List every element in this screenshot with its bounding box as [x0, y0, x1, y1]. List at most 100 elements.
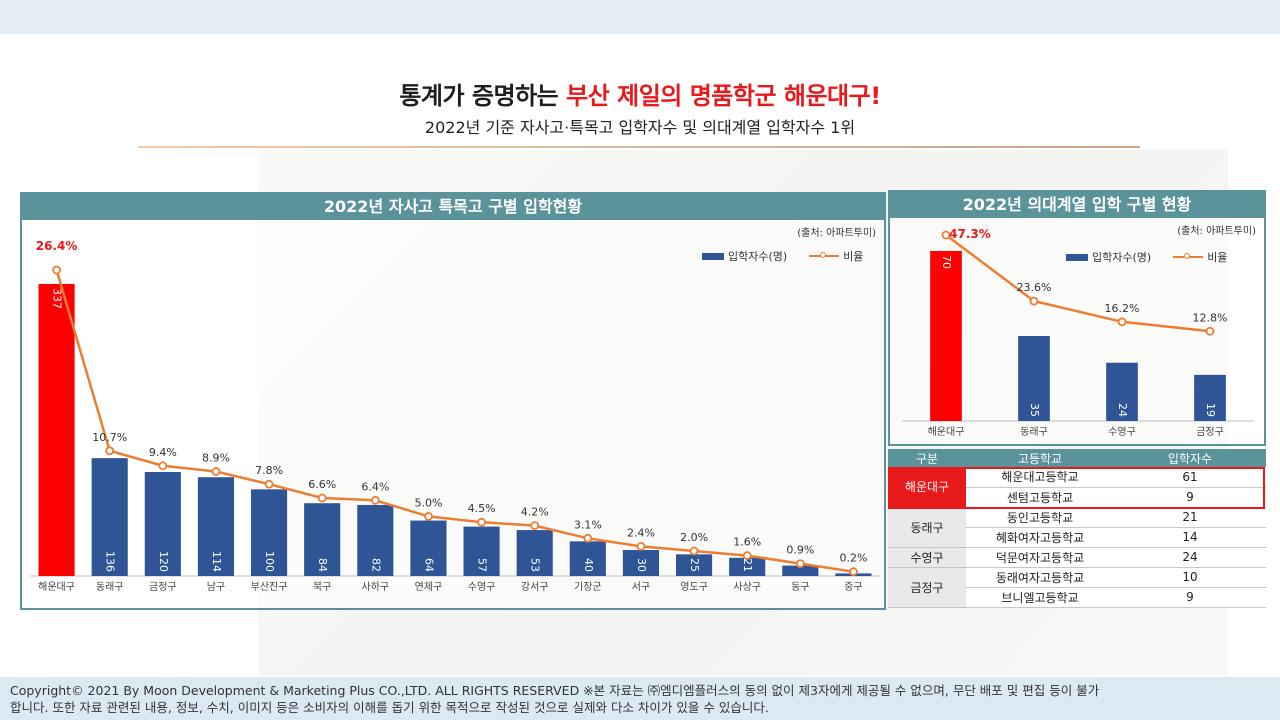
- bar: [622, 550, 659, 576]
- count-cell: 61: [1114, 467, 1266, 488]
- bar: [782, 565, 819, 576]
- category-label: 강서구: [521, 581, 549, 593]
- rate-label: 4.2%: [521, 506, 549, 519]
- category-label: 서구: [632, 581, 650, 593]
- school-cell: 브니엘고등학교: [966, 587, 1114, 608]
- category-label: 영도구: [680, 581, 708, 593]
- rate-point: [52, 265, 61, 275]
- rate-point: [158, 461, 168, 471]
- legend-line-swatch: [809, 252, 840, 258]
- bar: [463, 526, 500, 576]
- rate-label: 6.4%: [361, 480, 389, 493]
- category-label: 동래구: [1020, 426, 1048, 438]
- rate-label: 10.7%: [92, 431, 127, 444]
- table-row: 해운대구 해운대고등학교 61: [888, 467, 1266, 508]
- bar: [569, 541, 606, 576]
- count-cell: 21: [1114, 507, 1266, 528]
- district-cell: 금정구: [888, 567, 966, 608]
- rate-point: [849, 567, 858, 577]
- rate-line: [945, 234, 1211, 333]
- page-title: 통계가 증명하는 부산 제일의 명품학군 해운대구!: [0, 76, 1280, 111]
- rate-point: [530, 521, 540, 531]
- rate-label: 23.6%: [1017, 281, 1052, 294]
- bar-value-label: 19: [1204, 403, 1217, 417]
- legend-bar-swatch: [702, 252, 724, 260]
- school-cell: 해운대고등학교: [966, 467, 1114, 488]
- school-cell: 덕문여자고등학교: [966, 547, 1114, 568]
- title-divider: [138, 146, 1140, 148]
- category-label: 수영구: [468, 581, 496, 593]
- admission-chart-title: 2022년 자사고 특목고 구별 입학현황: [22, 194, 884, 220]
- bar: [357, 504, 394, 576]
- table-row: 수영구 덕문여자고등학교 24: [888, 547, 1266, 568]
- admission-chart-panel: 2022년 자사고 특목고 구별 입학현황 (출처: 아파트투미) 입학자수(명…: [20, 192, 886, 610]
- rate-point: [105, 446, 115, 456]
- bar-value-label: 24: [1116, 403, 1129, 417]
- rate-point: [1205, 326, 1215, 336]
- rate-label: 2.0%: [680, 531, 708, 544]
- legend-line-label: 비율: [1207, 251, 1228, 264]
- rate-label: 0.2%: [839, 552, 867, 565]
- category-label: 중구: [844, 581, 862, 593]
- rate-point: [264, 479, 274, 489]
- bar-value-label: 64: [422, 558, 435, 572]
- bar-value-label: 40: [582, 558, 595, 572]
- bar-value-label: 21: [741, 558, 754, 572]
- table-row: 브니엘고등학교 9: [888, 587, 1266, 608]
- rate-label: 0.9%: [786, 544, 814, 557]
- bar: [91, 458, 128, 576]
- bar-value-label: 114: [210, 551, 223, 572]
- rate-point: [742, 551, 752, 560]
- category-label: 사하구: [362, 580, 390, 593]
- legend-bar-label: 입학자수(명): [728, 250, 788, 263]
- rate-point: [370, 495, 380, 505]
- rate-point: [1029, 296, 1039, 306]
- bar: [1106, 362, 1138, 421]
- medical-chart-title: 2022년 의대계열 입학 구별 현황: [890, 192, 1264, 218]
- school-cell: 센텀고등학교: [966, 487, 1114, 508]
- table-header-row: 구분 고등학교 입학자수: [888, 449, 1266, 467]
- table-header-district: 구분: [888, 449, 966, 467]
- bar-value-label: 25: [688, 558, 701, 572]
- top-band: [0, 0, 1280, 34]
- bar: [304, 503, 341, 576]
- bar: [676, 554, 713, 576]
- bar: [251, 489, 288, 576]
- bar: [729, 557, 766, 576]
- bar-value-label: 136: [104, 551, 117, 572]
- medical-chart-legend: 입학자수(명) 비율: [1066, 249, 1227, 265]
- bar-value-label: 100: [263, 551, 276, 572]
- count-cell: 14: [1114, 527, 1266, 548]
- rate-label: 3.1%: [574, 518, 602, 531]
- rate-point: [1117, 317, 1127, 327]
- title-prefix: 통계가 증명하는: [399, 82, 567, 110]
- legend-bar-swatch: [1066, 253, 1088, 261]
- rate-point: [317, 493, 327, 503]
- bar: [1194, 374, 1226, 421]
- bar-value-label: 337: [51, 288, 64, 309]
- category-label: 해운대구: [38, 580, 75, 593]
- legend-line-swatch: [1173, 253, 1204, 259]
- legend-bar-label: 입학자수(명): [1092, 251, 1152, 264]
- rate-label: 9.4%: [149, 446, 177, 459]
- school-cell: 혜화여자고등학교: [966, 527, 1114, 548]
- rate-line: [55, 269, 854, 573]
- bar: [410, 520, 447, 576]
- rate-label: 47.3%: [949, 227, 991, 241]
- rate-label: 8.9%: [202, 452, 230, 465]
- count-cell: 10: [1114, 567, 1266, 588]
- bar-value-label: 57: [476, 558, 489, 572]
- legend-line-label: 비율: [843, 250, 864, 263]
- rate-point: [941, 230, 951, 240]
- count-cell: 9: [1114, 587, 1266, 608]
- rate-label: 4.5%: [468, 502, 496, 515]
- district-cell: 해운대구: [888, 467, 966, 508]
- title-accent: 부산 제일의 명품학군 해운대구!: [566, 82, 881, 110]
- rate-label: 2.4%: [627, 526, 655, 539]
- category-label: 부산진구: [251, 581, 288, 593]
- table-header-count: 입학자수: [1114, 449, 1266, 467]
- rate-label: 26.4%: [36, 239, 78, 253]
- rate-point: [477, 517, 486, 527]
- category-label: 수영구: [1108, 426, 1136, 438]
- school-cell: 동인고등학교: [966, 507, 1114, 528]
